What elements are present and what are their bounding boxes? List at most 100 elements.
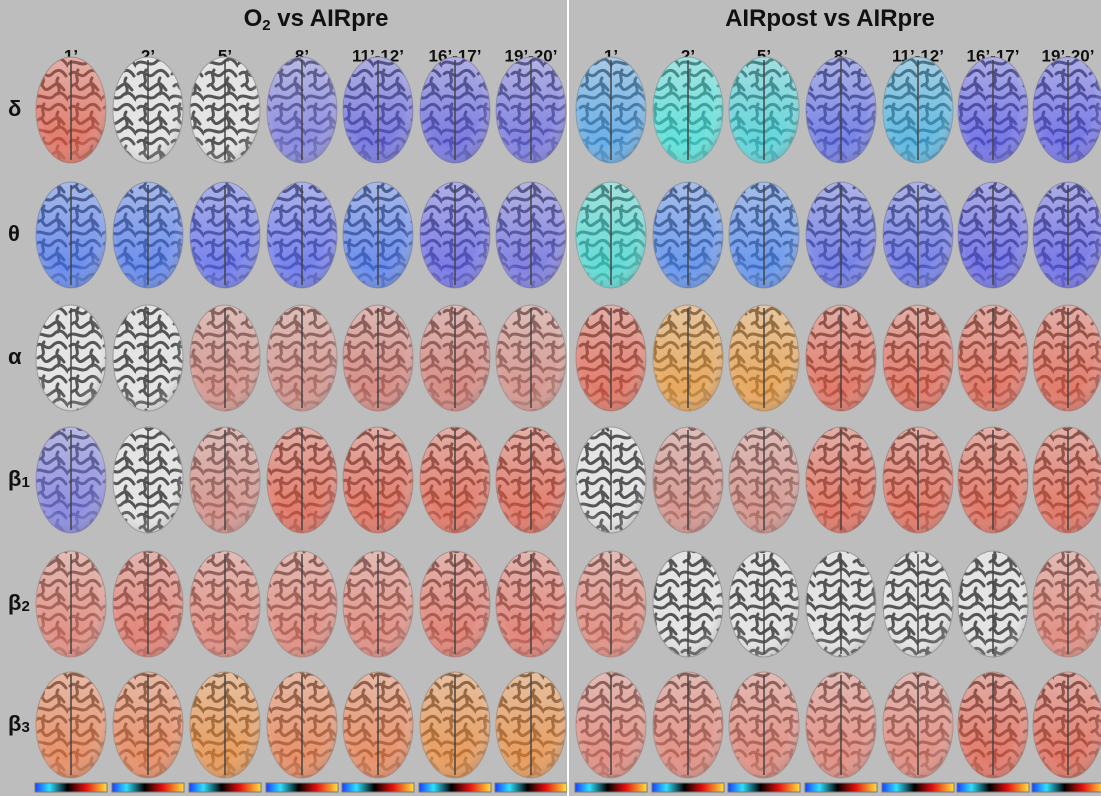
brain: [420, 182, 490, 288]
brain: [576, 182, 646, 288]
brain: [343, 182, 413, 288]
brain: [113, 182, 183, 288]
title-part: AIRpost vs AIRpre: [725, 5, 935, 32]
brain: [496, 551, 566, 657]
brain: [496, 672, 566, 778]
brain-shade: [1033, 182, 1101, 288]
row-index: 1: [21, 474, 29, 491]
brain: [576, 551, 646, 657]
brain: [806, 57, 876, 163]
brain-shade: [1033, 305, 1101, 411]
brain: [883, 57, 953, 163]
brain: [36, 182, 106, 288]
brain: [267, 427, 337, 533]
colorbar: [112, 783, 184, 792]
brain: [343, 672, 413, 778]
brain: [113, 672, 183, 778]
figure: O2 vs AIRpre1’2’5’8’11’-12’16’-17’19’-20…: [0, 0, 1101, 796]
row-symbol: β: [8, 711, 21, 736]
colorbar: [957, 783, 1029, 792]
brain: [883, 182, 953, 288]
brain: [1033, 305, 1101, 411]
brain: [958, 427, 1028, 533]
panel-title: O2 vs AIRpre: [244, 5, 389, 34]
brain: [190, 551, 260, 657]
row-symbol: δ: [8, 96, 21, 121]
brain: [190, 182, 260, 288]
brain: [806, 427, 876, 533]
brain: [883, 305, 953, 411]
brain: [653, 551, 723, 657]
brain: [267, 551, 337, 657]
colorbar: [575, 783, 647, 792]
brain: [343, 427, 413, 533]
brain: [729, 427, 799, 533]
brain-shade: [1033, 57, 1101, 163]
row-symbol: θ: [8, 221, 20, 246]
brain: [729, 57, 799, 163]
brain: [729, 551, 799, 657]
brain: [496, 427, 566, 533]
brain: [576, 57, 646, 163]
row-label: θ: [8, 221, 20, 246]
row-label: β1: [8, 466, 30, 491]
brain: [958, 551, 1028, 657]
brain: [267, 305, 337, 411]
brain: [806, 672, 876, 778]
brain: [113, 427, 183, 533]
brain: [36, 672, 106, 778]
brain: [267, 57, 337, 163]
brain: [420, 427, 490, 533]
colorbar: [419, 783, 491, 792]
brain: [883, 427, 953, 533]
brain: [267, 672, 337, 778]
colorbar: [35, 783, 107, 792]
brain: [1033, 672, 1101, 778]
brain: [343, 305, 413, 411]
brain: [653, 57, 723, 163]
brain: [806, 305, 876, 411]
brain: [653, 182, 723, 288]
colorbar: [882, 783, 954, 792]
colorbar: [652, 783, 724, 792]
brain: [36, 305, 106, 411]
brain-shade: [1033, 551, 1101, 657]
brain: [958, 305, 1028, 411]
brain: [36, 427, 106, 533]
colorbar: [805, 783, 877, 792]
brain: [420, 305, 490, 411]
brain: [576, 305, 646, 411]
brain-shade: [1033, 427, 1101, 533]
brain: [1033, 57, 1101, 163]
brain: [113, 551, 183, 657]
brain: [729, 305, 799, 411]
brain: [496, 182, 566, 288]
brain: [653, 427, 723, 533]
brain: [806, 182, 876, 288]
brain: [420, 57, 490, 163]
colorbar: [1032, 783, 1101, 792]
brain: [653, 672, 723, 778]
brain: [113, 57, 183, 163]
brain: [576, 672, 646, 778]
row-symbol: β: [8, 590, 21, 615]
brain: [420, 551, 490, 657]
brain: [883, 672, 953, 778]
brain: [190, 305, 260, 411]
brain: [883, 551, 953, 657]
brain: [1033, 551, 1101, 657]
colorbar: [189, 783, 261, 792]
brain: [576, 427, 646, 533]
brain: [729, 672, 799, 778]
brain: [190, 427, 260, 533]
row-label: β2: [8, 590, 30, 615]
brain: [420, 672, 490, 778]
brain: [36, 551, 106, 657]
brain: [190, 57, 260, 163]
colorbar: [728, 783, 800, 792]
brain-shade: [1033, 672, 1101, 778]
brain: [343, 551, 413, 657]
brain: [729, 182, 799, 288]
colorbar: [495, 783, 567, 792]
brain: [1033, 427, 1101, 533]
